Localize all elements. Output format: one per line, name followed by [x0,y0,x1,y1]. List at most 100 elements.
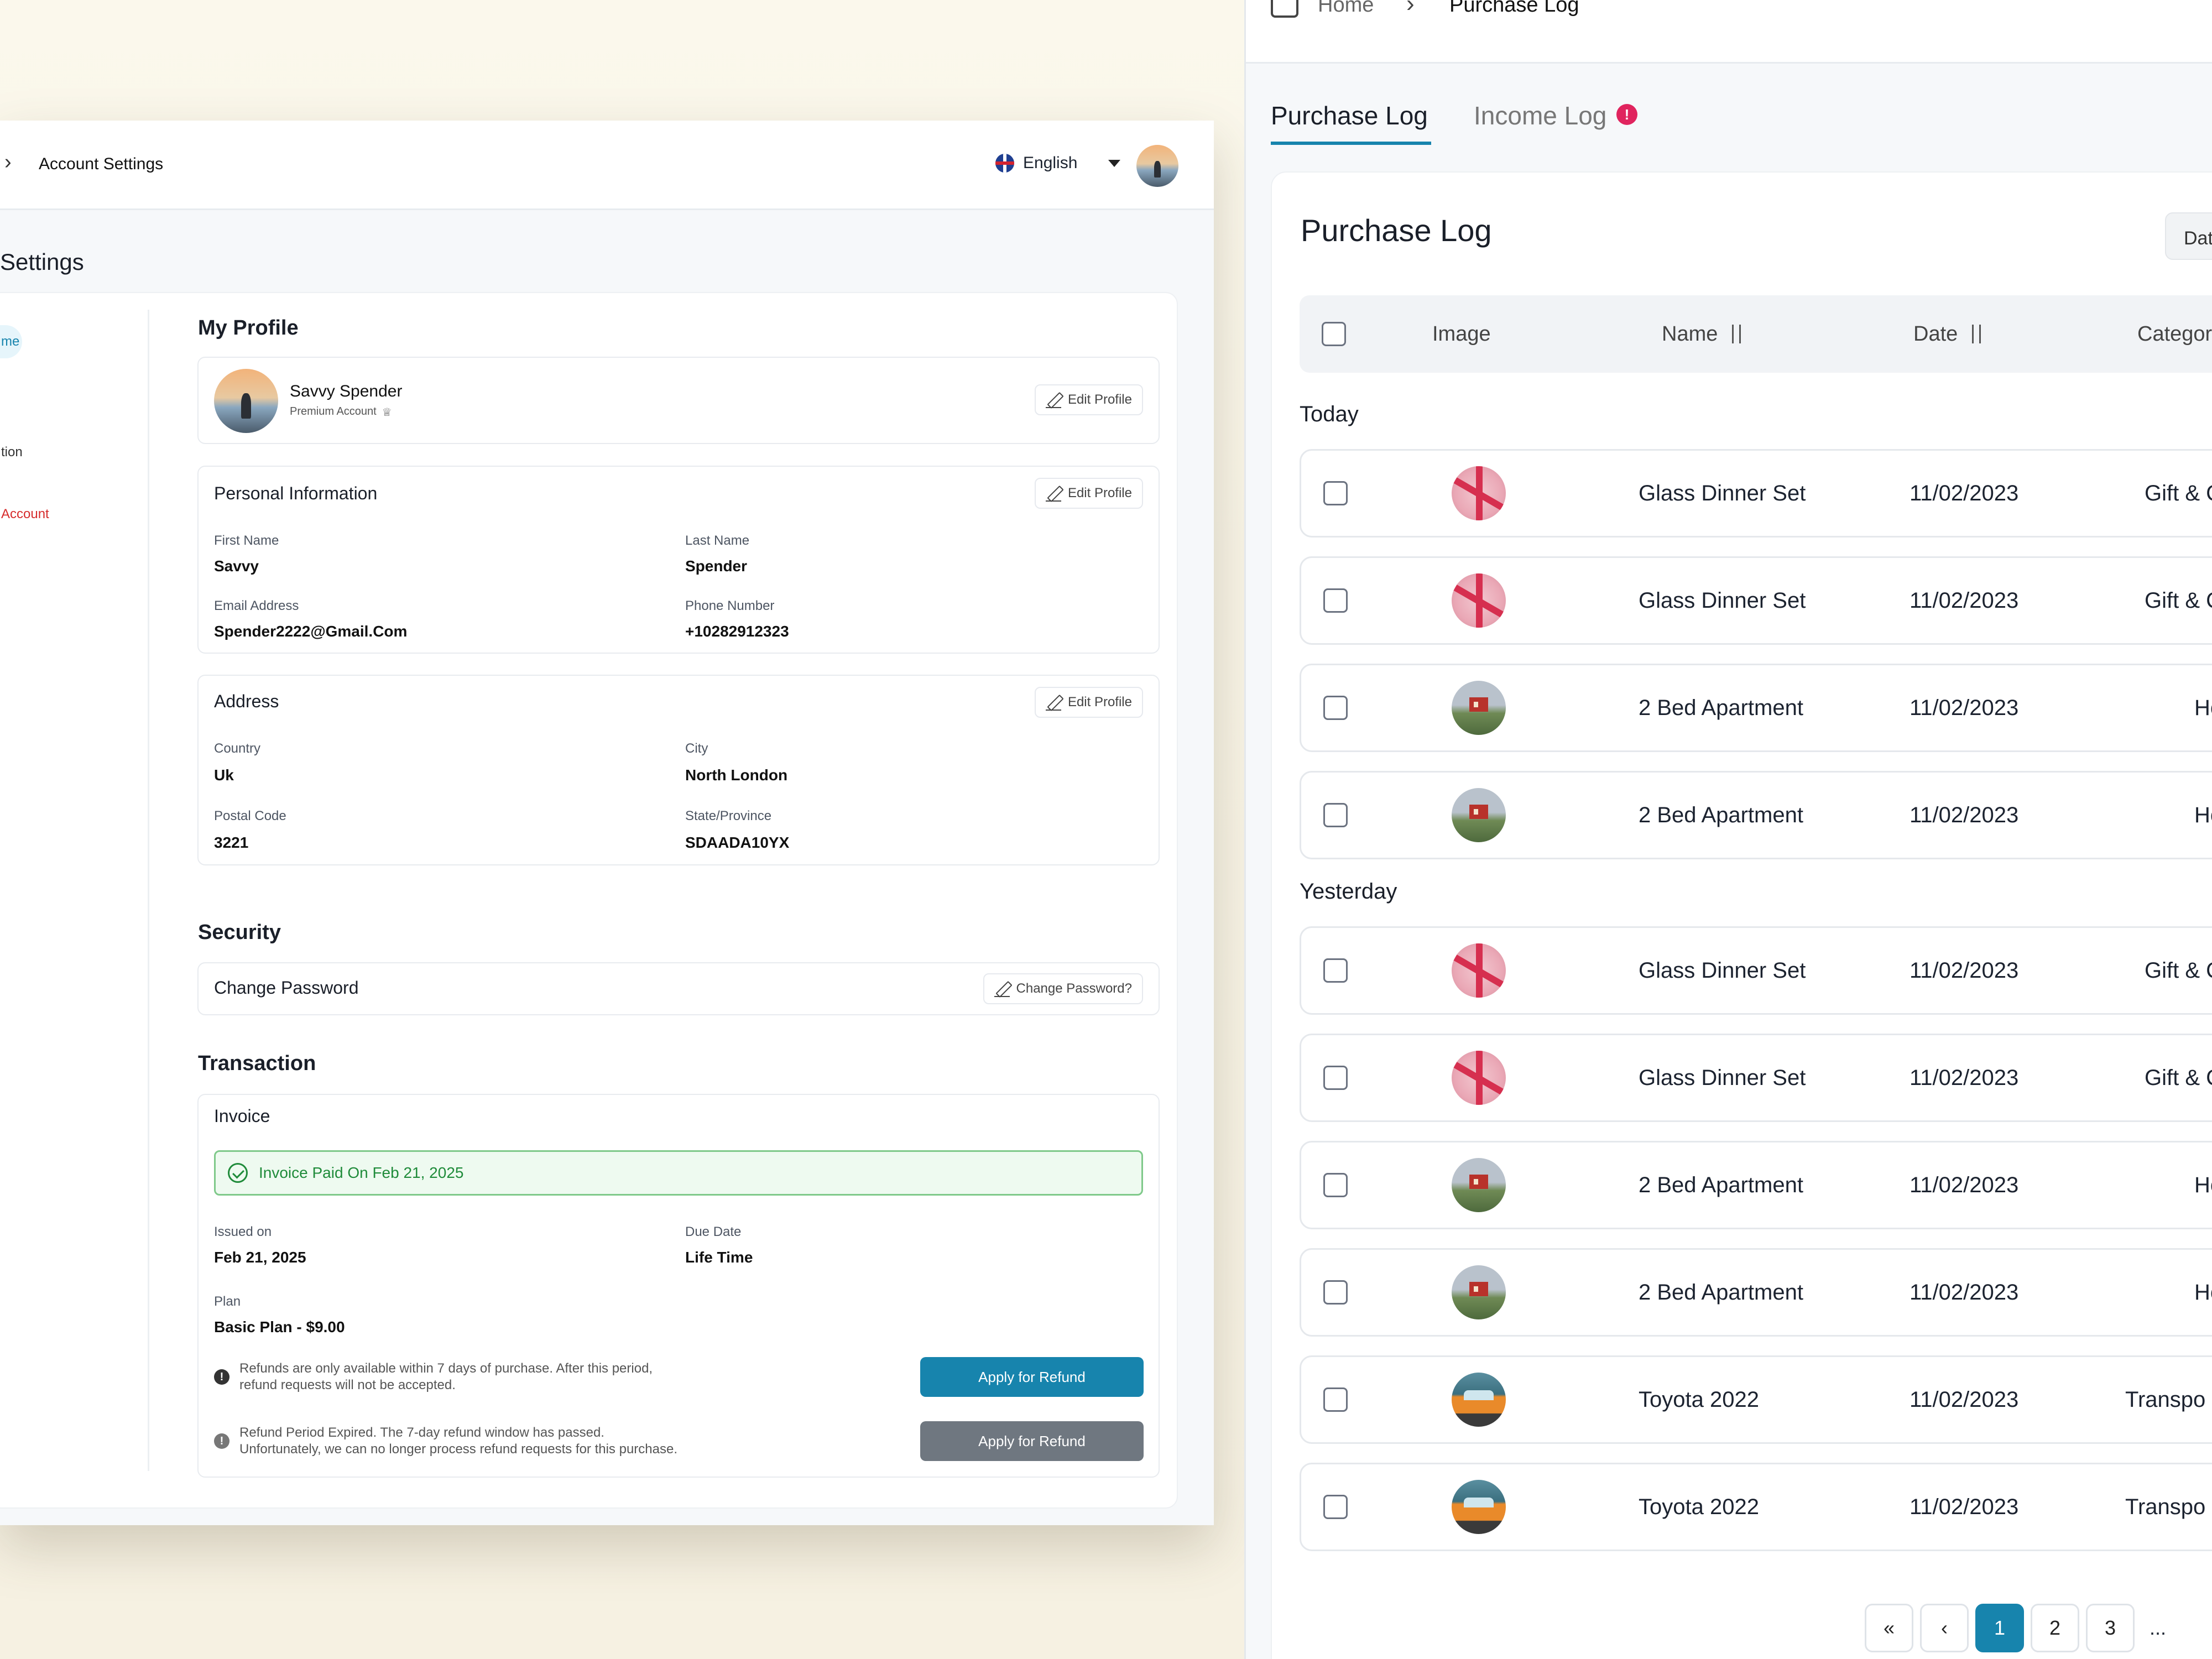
account-settings-window: › Account Settings English Settings me t… [0,121,1214,1525]
row-checkbox[interactable] [1323,1280,1348,1305]
row-name: Glass Dinner Set [1639,588,1806,613]
column-name[interactable]: Name [1662,295,1744,373]
table-row[interactable]: Glass Dinner Set 11/02/2023 Gift & C [1300,449,2212,538]
breadcrumb-chevron-icon: › [4,150,12,174]
postal-code-label: Postal Code [214,808,286,823]
page-title: Settings [0,249,84,275]
apply-for-refund-disabled-button[interactable]: Apply for Refund [920,1421,1144,1461]
car-thumbnail [1452,1480,1506,1534]
top-bar: Home › Purchase Log [1246,0,2212,64]
row-category: Transpo [2125,1494,2206,1519]
state-label: State/Province [685,808,772,823]
apply-for-refund-button[interactable]: Apply for Refund [920,1357,1144,1397]
table-row[interactable]: Glass Dinner Set 11/02/2023 Gift & C [1300,1034,2212,1122]
profile-name: Savvy Spender [290,382,403,400]
breadcrumb-current[interactable]: Account Settings [39,155,164,173]
sidebar-item-home[interactable]: me [1,334,20,349]
pencil-icon [1045,694,1062,711]
country-label: Country [214,741,261,756]
pencil-icon [994,980,1011,997]
postal-code-value: 3221 [214,834,249,851]
row-checkbox[interactable] [1323,1173,1348,1197]
personal-information-title: Personal Information [214,483,378,503]
table-row[interactable]: 2 Bed Apartment 11/02/2023 Hou [1300,1141,2212,1229]
row-name: Glass Dinner Set [1639,1065,1806,1090]
table-row[interactable]: 2 Bed Apartment 11/02/2023 Hou [1300,771,2212,859]
row-date: 11/02/2023 [1910,695,2019,720]
invoice-box: Invoice Invoice Paid On Feb 21, 2025 Iss… [197,1094,1160,1478]
table-row[interactable]: 2 Bed Apartment 11/02/2023 Hou [1300,1248,2212,1337]
page-3-button[interactable]: 3 [2086,1604,2135,1652]
tab-income-log[interactable]: Income Log [1474,101,1607,130]
issued-on-label: Issued on [214,1224,272,1239]
breadcrumb-current: Purchase Log [1449,0,1579,17]
address-title: Address [214,691,279,711]
home-icon[interactable] [1271,0,1298,18]
info-icon: ! [214,1369,229,1385]
house-thumbnail [1452,681,1506,735]
last-name-label: Last Name [685,533,750,548]
row-date: 11/02/2023 [1910,588,2019,613]
row-name: Glass Dinner Set [1639,958,1806,983]
row-date: 11/02/2023 [1910,1387,2019,1412]
edit-profile-button[interactable]: Edit Profile [1034,384,1143,415]
group-label: Today [1300,402,1359,426]
user-avatar[interactable] [1136,145,1178,187]
chevron-down-icon [1108,159,1121,167]
last-name-value: Spender [685,557,748,575]
table-row[interactable]: Toyota 2022 11/02/2023 Transpo [1300,1463,2212,1551]
table-row[interactable]: Toyota 2022 11/02/2023 Transpo [1300,1355,2212,1444]
edit-address-label: Edit Profile [1067,695,1132,709]
row-category: Hou [2194,695,2212,720]
table-row[interactable]: Glass Dinner Set 11/02/2023 Gift & C [1300,556,2212,645]
select-all-checkbox[interactable] [1322,322,1346,346]
change-password-button[interactable]: Change Password? [983,973,1143,1004]
phone-label: Phone Number [685,598,775,613]
plan-label: Plan [214,1294,241,1309]
row-date: 11/02/2023 [1910,802,2019,827]
language-selector[interactable]: English [995,154,1121,173]
table-row[interactable]: 2 Bed Apartment 11/02/2023 Hou [1300,664,2212,752]
page-1-button[interactable]: 1 [1975,1604,2024,1652]
uk-flag-icon [995,154,1014,173]
purchase-log-window: Home › Purchase Log Purchase Log Income … [1244,0,2212,1659]
edit-personal-button[interactable]: Edit Profile [1034,478,1143,509]
row-checkbox[interactable] [1323,588,1348,613]
sidebar-item-notification[interactable]: tion [1,445,23,460]
active-tab-indicator [1271,142,1431,145]
first-page-button[interactable]: « [1865,1604,1913,1652]
prev-page-button[interactable]: ‹ [1920,1604,1969,1652]
breadcrumb-home[interactable]: Home [1318,0,1374,17]
row-date: 11/02/2023 [1910,481,2019,505]
row-checkbox[interactable] [1323,958,1348,983]
table-row[interactable]: Glass Dinner Set 11/02/2023 Gift & C [1300,926,2212,1015]
edit-address-button[interactable]: Edit Profile [1034,687,1143,718]
pencil-icon [1045,485,1062,502]
page-2-button[interactable]: 2 [2031,1604,2079,1652]
row-checkbox[interactable] [1323,803,1348,827]
row-checkbox[interactable] [1323,1495,1348,1519]
column-date[interactable]: Date [1913,295,1984,373]
edit-profile-label: Edit Profile [1067,392,1132,407]
row-checkbox[interactable] [1323,1387,1348,1412]
row-category: Hou [2194,802,2212,827]
table-header: Image Name Date Categor [1300,295,2212,373]
language-label: English [1023,154,1078,172]
row-category: Hou [2194,1280,2212,1305]
change-password-row: Change Password Change Password? [197,962,1160,1015]
row-checkbox[interactable] [1323,1066,1348,1090]
date-filter-button[interactable]: Dat [2165,212,2212,260]
tab-purchase-log[interactable]: Purchase Log [1271,101,1428,130]
issued-on-value: Feb 21, 2025 [214,1249,306,1266]
row-checkbox[interactable] [1323,696,1348,720]
row-checkbox[interactable] [1323,481,1348,505]
gift-thumbnail [1452,466,1506,520]
row-date: 11/02/2023 [1910,1494,2019,1519]
pagination: « ‹ 1 2 3 ... [1865,1604,2174,1652]
address-box: Address Edit Profile Country Uk City Nor… [197,675,1160,865]
row-category: Gift & C [2145,958,2212,983]
first-name-label: First Name [214,533,279,548]
change-password-label: Change Password [214,978,359,998]
sidebar-item-delete-account[interactable]: Account [1,507,49,521]
purchase-log-title: Purchase Log [1301,213,1492,248]
